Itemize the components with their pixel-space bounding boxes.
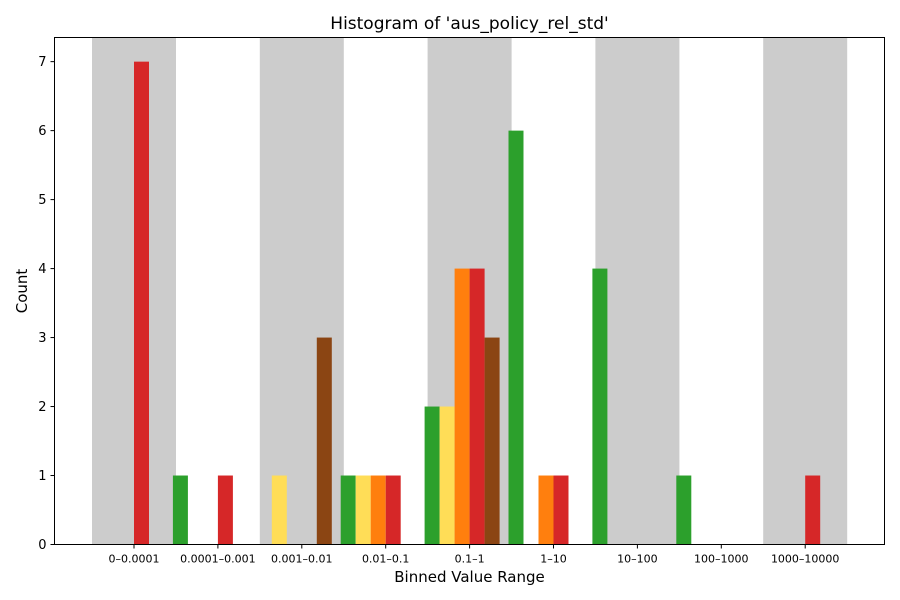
bar <box>271 475 287 545</box>
y-axis-label: Count <box>13 269 31 314</box>
bar <box>340 475 356 545</box>
x-tick-label: 1000–10000 <box>771 553 840 566</box>
y-tick-label: 2 <box>38 400 46 415</box>
bar <box>553 475 569 545</box>
bar <box>805 475 821 545</box>
bar <box>370 475 386 545</box>
bar <box>134 61 149 545</box>
x-tick-label: 1–10 <box>540 553 567 566</box>
y-tick-label: 3 <box>38 331 46 346</box>
bar <box>469 268 485 545</box>
y-tick-label: 7 <box>38 55 46 70</box>
y-tick-label: 5 <box>38 193 46 208</box>
shaded-band <box>763 37 848 545</box>
x-tick-label: 0–0.0001 <box>109 553 160 566</box>
y-tick-label: 4 <box>38 262 46 277</box>
x-tick-label: 10–100 <box>617 553 658 566</box>
bars <box>134 61 821 545</box>
x-tick-label: 0.0001–0.001 <box>180 553 255 566</box>
chart-title: Histogram of 'aus_policy_rel_std' <box>330 14 608 34</box>
x-axis-label: Binned Value Range <box>394 568 545 586</box>
bar <box>484 337 500 545</box>
y-tick-label: 1 <box>38 469 46 484</box>
x-axis: 0–0.0001 0.0001–0.001 0.001–0.01 0.01–0.1 0.… <box>109 544 840 566</box>
shaded-band <box>595 37 680 545</box>
x-tick-label: 100–1000 <box>694 553 749 566</box>
bar <box>676 475 692 545</box>
y-axis: 0 1 2 3 4 5 6 7 <box>38 55 55 553</box>
y-tick-label: 6 <box>38 124 46 139</box>
shaded-bands <box>92 37 848 545</box>
bar <box>217 475 233 545</box>
x-tick-label: 0.01–0.1 <box>362 553 410 566</box>
bar <box>424 406 440 545</box>
bar <box>508 130 524 545</box>
bar <box>592 268 608 545</box>
x-tick-label: 0.1–1 <box>455 553 485 566</box>
bar <box>385 475 401 545</box>
y-tick-label: 0 <box>38 538 46 553</box>
bar <box>439 406 455 545</box>
bar <box>355 475 371 545</box>
bar <box>454 268 470 545</box>
bar <box>538 475 554 545</box>
bar <box>172 475 188 545</box>
x-tick-label: 0.001–0.01 <box>271 553 332 566</box>
bar <box>316 337 332 545</box>
